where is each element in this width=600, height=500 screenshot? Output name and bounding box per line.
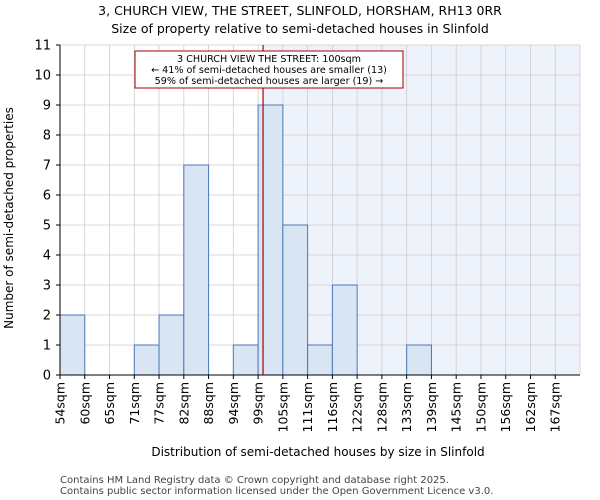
x-tick-label: 65sqm <box>102 382 117 425</box>
y-tick-label: 9 <box>43 99 51 114</box>
annotation-line-2: ← 41% of semi-detached houses are smalle… <box>151 65 387 76</box>
annotation-line-1: 3 CHURCH VIEW THE STREET: 100sqm <box>177 54 361 65</box>
x-tick-label: 77sqm <box>152 382 167 425</box>
y-tick-label: 11 <box>34 39 51 54</box>
x-tick-label: 139sqm <box>424 382 439 432</box>
x-tick-label: 122sqm <box>350 382 365 432</box>
y-tick-label: 0 <box>43 369 51 384</box>
y-tick-label: 10 <box>34 69 51 84</box>
x-tick-label: 156sqm <box>498 382 513 432</box>
larger-region <box>263 45 580 375</box>
bar-77sqm <box>158 314 185 376</box>
x-tick-label: 167sqm <box>548 382 563 432</box>
x-tick-label: 60sqm <box>77 382 92 425</box>
bar-82sqm <box>183 164 210 376</box>
bar-94sqm <box>232 344 259 376</box>
annotation-box <box>134 50 404 89</box>
x-tick-label: 99sqm <box>251 382 266 425</box>
bar-111sqm <box>307 344 333 376</box>
x-axis-label: Distribution of semi-detached houses by … <box>151 445 484 459</box>
bar-116sqm <box>331 284 358 376</box>
x-tick-label: 71sqm <box>127 382 142 425</box>
x-tick-label: 145sqm <box>449 382 464 432</box>
x-tick-label: 162sqm <box>523 382 538 432</box>
y-tick-label: 6 <box>43 189 51 204</box>
x-tick-label: 150sqm <box>473 382 488 432</box>
y-tick-label: 3 <box>43 279 51 294</box>
x-tick-label: 133sqm <box>399 382 414 432</box>
bar-105sqm <box>282 224 309 376</box>
x-tick-label: 116sqm <box>325 382 340 432</box>
bar-99sqm <box>257 104 284 376</box>
y-tick-label: 1 <box>43 339 51 354</box>
x-tick-label: 54sqm <box>53 382 68 425</box>
x-tick-label: 111sqm <box>300 382 315 432</box>
y-tick-label: 2 <box>43 309 51 324</box>
x-tick-label: 105sqm <box>275 382 290 432</box>
x-tick-label: 128sqm <box>374 382 389 432</box>
bar-71sqm <box>133 344 160 376</box>
footer-line-2: Contains public sector information licen… <box>60 486 493 497</box>
chart-title: 3, CHURCH VIEW, THE STREET, SLINFOLD, HO… <box>98 3 502 18</box>
annotation-line-3: 59% of semi-detached houses are larger (… <box>155 76 384 87</box>
y-tick-label: 5 <box>43 219 51 234</box>
bar-54sqm <box>59 314 86 376</box>
y-tick-label: 7 <box>43 159 51 174</box>
footer-line-1: Contains HM Land Registry data © Crown c… <box>60 475 449 486</box>
x-tick-label: 94sqm <box>226 382 241 425</box>
plot-area: 0 1 2 3 4 5 6 7 8 9 10 11 54sqm 60sqm 65sqm 71sqm 77sqm 8… <box>34 39 581 432</box>
y-axis-label: Number of semi-detached properties <box>2 107 16 329</box>
x-tick-label: 88sqm <box>201 382 216 425</box>
y-tick-label: 8 <box>43 129 51 144</box>
bar-133sqm <box>406 344 432 376</box>
chart-subtitle: Size of property relative to semi-detach… <box>111 21 489 36</box>
y-tick-label: 4 <box>43 249 51 264</box>
x-tick-label: 82sqm <box>176 382 191 425</box>
